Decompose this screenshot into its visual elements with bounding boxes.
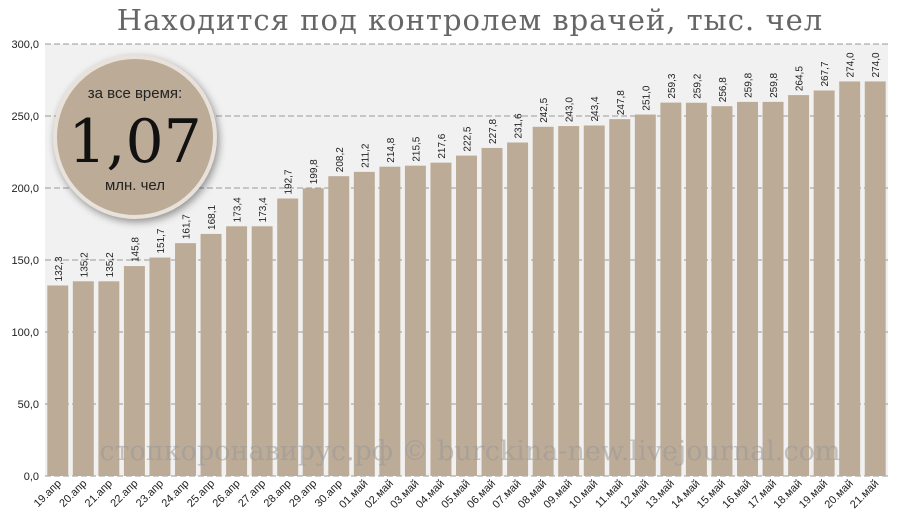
value-label: 208,2: [335, 147, 346, 172]
value-label: 243,4: [590, 96, 601, 121]
bar: [277, 198, 299, 476]
bar: [430, 162, 452, 476]
bar: [558, 126, 580, 476]
value-label: 259,2: [692, 73, 703, 98]
bar: [251, 226, 273, 476]
value-label: 247,8: [616, 90, 627, 115]
bar: [456, 155, 477, 476]
bar: [353, 171, 375, 476]
value-label: 173,4: [258, 197, 269, 222]
total-unit: млн. чел: [105, 177, 165, 194]
bar: [507, 142, 529, 476]
bar: [72, 281, 94, 476]
value-label: 199,8: [309, 159, 320, 184]
bar: [175, 243, 196, 476]
value-label: 267,7: [820, 61, 831, 86]
y-tick-label: 250,0: [11, 111, 39, 123]
value-label: 151,7: [156, 228, 167, 253]
bar: [123, 266, 145, 476]
y-tick-label: 0,0: [24, 471, 39, 483]
watermark: стопкоронавирус.рф © burckina-new.livejo…: [100, 436, 841, 467]
bar: [98, 281, 120, 476]
bar: [839, 81, 861, 476]
bar: [762, 101, 784, 476]
value-label: 161,7: [182, 214, 193, 239]
value-label: 242,5: [539, 97, 550, 122]
chart-title: Находится под контролем врачей, тыс. чел: [117, 3, 823, 37]
total-badge: [53, 55, 217, 219]
bar: [302, 188, 324, 476]
y-tick-label: 200,0: [11, 183, 39, 195]
value-label: 274,0: [871, 52, 882, 77]
bar: [583, 125, 605, 476]
value-label: 215,5: [411, 136, 422, 161]
y-tick-label: 50,0: [18, 399, 39, 411]
value-label: 231,6: [514, 113, 525, 138]
bar: [481, 147, 503, 476]
value-label: 211,2: [360, 143, 371, 168]
value-label: 135,2: [105, 252, 116, 277]
value-label: 145,8: [130, 237, 141, 262]
bar: [634, 114, 656, 476]
value-label: 168,1: [207, 204, 218, 229]
bar: [711, 106, 733, 476]
value-label: 192,7: [284, 169, 295, 194]
bar: [532, 126, 554, 477]
bar: [149, 257, 171, 476]
value-label: 251,0: [641, 85, 652, 110]
value-label: 217,6: [437, 133, 448, 158]
value-label: 173,4: [233, 197, 244, 222]
bar: [404, 165, 426, 476]
bar: [685, 102, 707, 476]
bar: [737, 101, 758, 476]
value-label: 227,8: [488, 119, 499, 144]
bar: [788, 95, 810, 477]
bar: [660, 102, 682, 476]
bar: [328, 176, 350, 476]
bar: [226, 226, 248, 476]
y-tick-label: 150,0: [11, 255, 39, 267]
value-label: 274,0: [846, 52, 857, 77]
value-label: 243,0: [565, 97, 576, 122]
bar: [200, 233, 222, 476]
bar: [47, 285, 69, 476]
total-caption: за все время:: [88, 85, 182, 102]
value-label: 256,8: [718, 77, 729, 102]
y-tick-label: 100,0: [11, 327, 39, 339]
total-value: 1,07: [68, 107, 202, 177]
value-label: 132,3: [54, 256, 65, 281]
value-label: 259,3: [667, 73, 678, 98]
value-label: 264,5: [795, 66, 806, 91]
value-label: 222,5: [463, 126, 474, 151]
value-label: 135,2: [79, 252, 90, 277]
value-label: 214,8: [386, 137, 397, 162]
y-tick-label: 300,0: [11, 39, 39, 51]
value-label: 259,8: [769, 72, 780, 97]
bar: [813, 90, 835, 477]
value-label: 259,8: [744, 72, 755, 97]
bar: [379, 166, 401, 477]
bar: [864, 81, 886, 476]
bar: [609, 119, 631, 476]
